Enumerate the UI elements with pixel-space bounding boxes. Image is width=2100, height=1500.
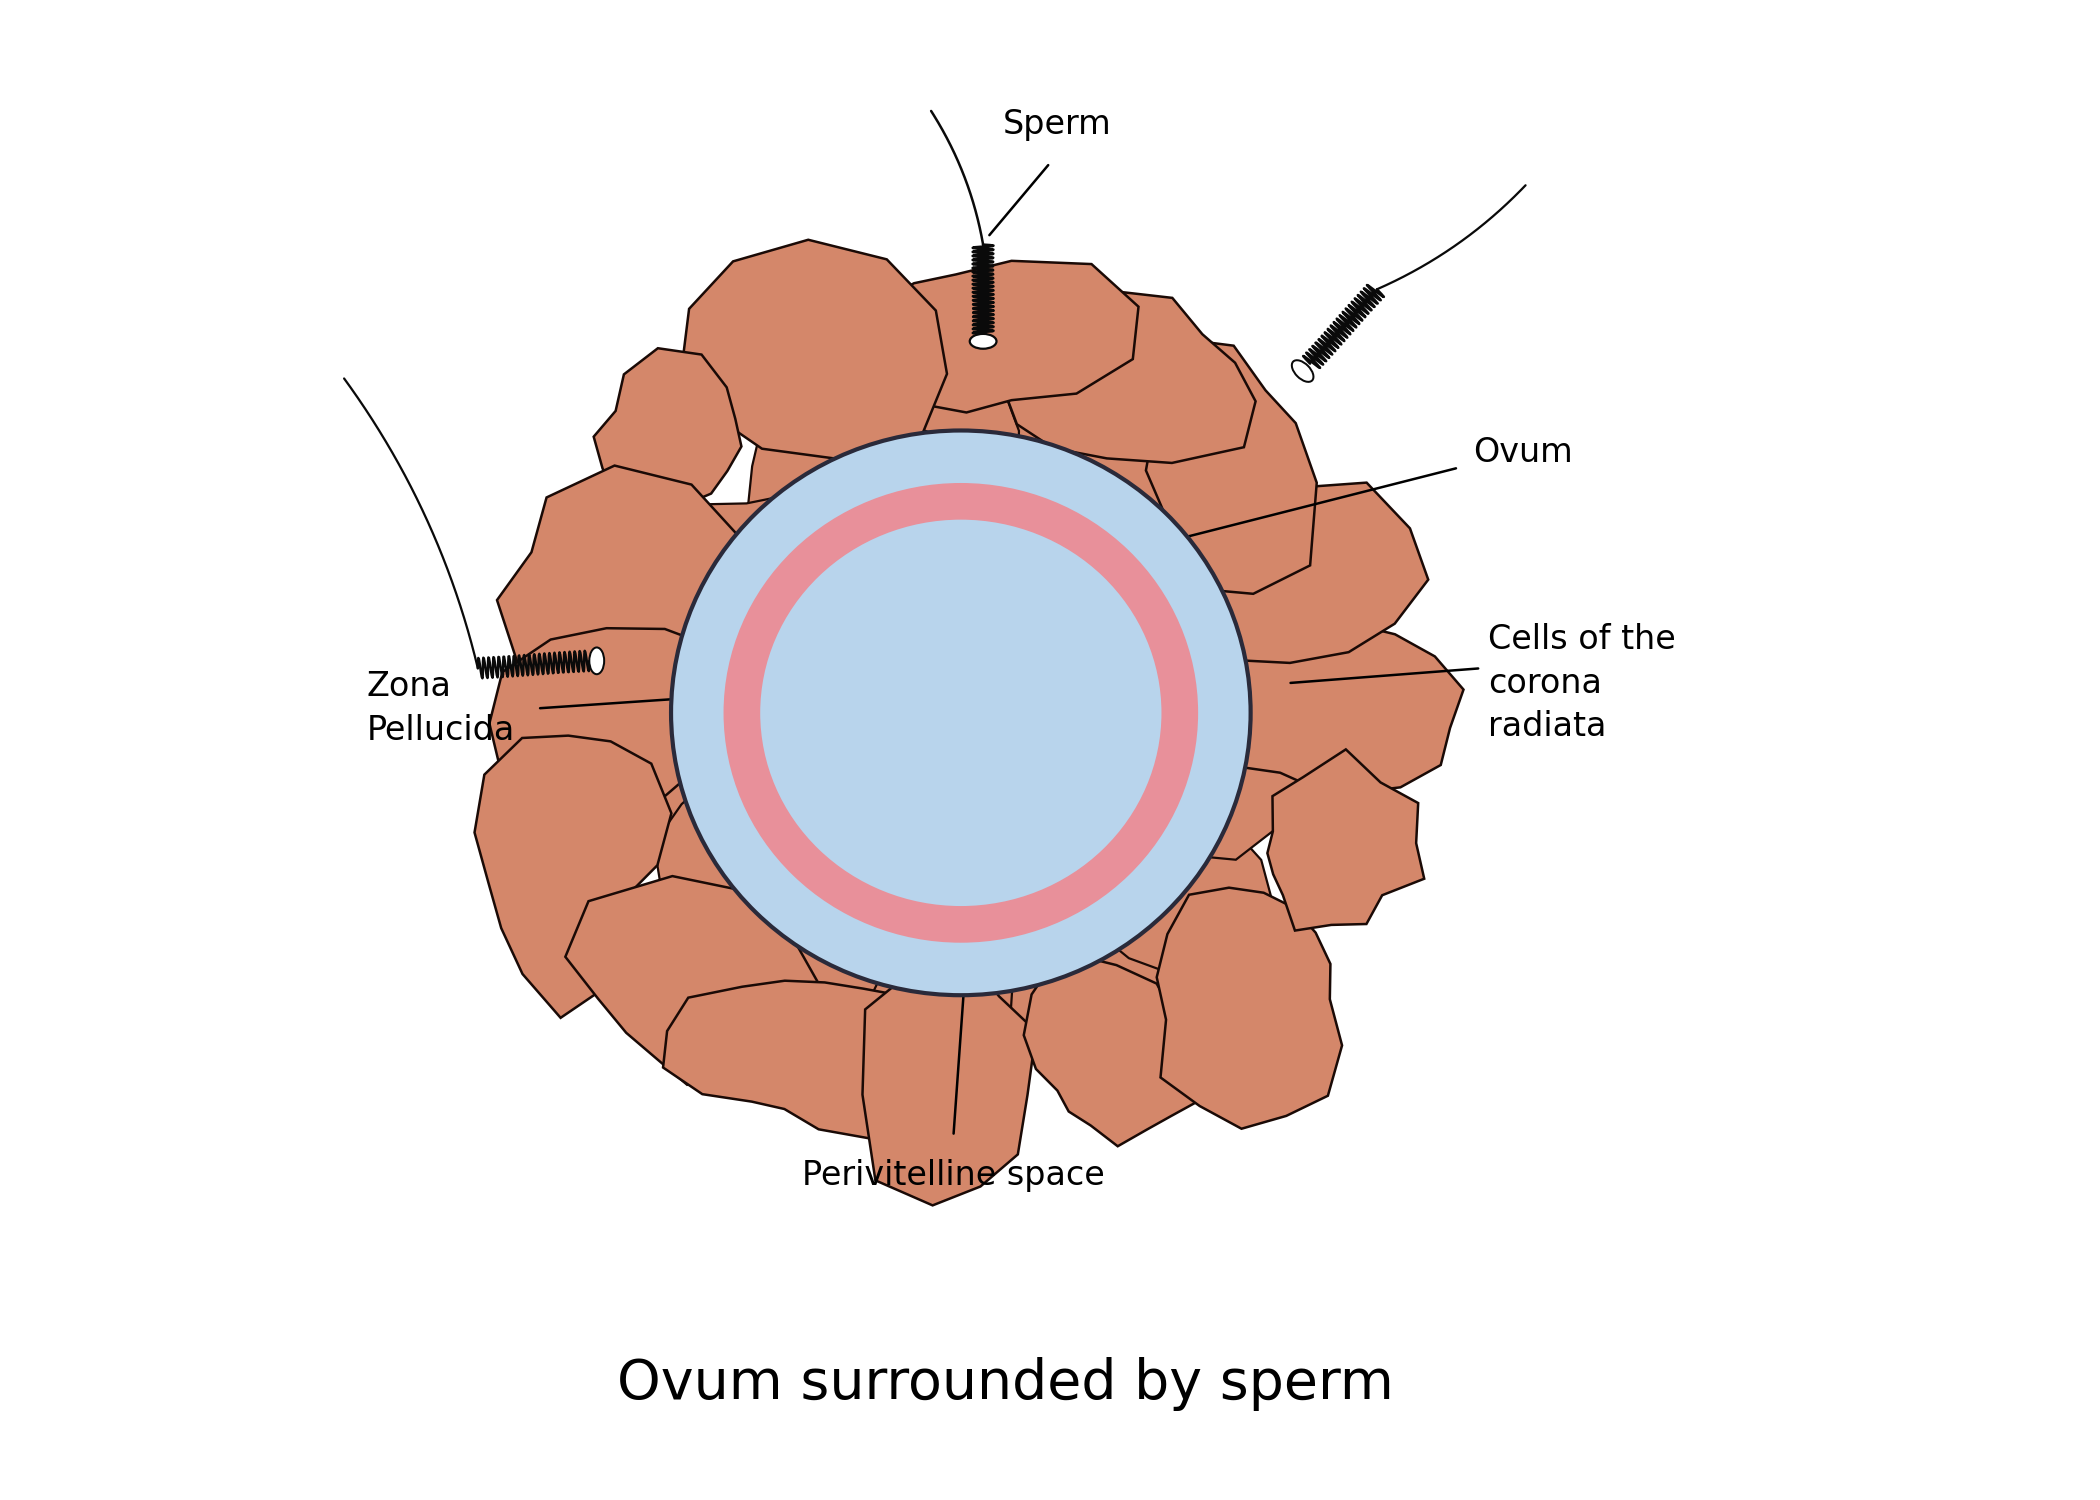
Polygon shape (869, 912, 1063, 1116)
Text: Cells of the
corona
radiata: Cells of the corona radiata (1489, 622, 1676, 742)
Polygon shape (489, 628, 735, 828)
Ellipse shape (731, 490, 1191, 936)
Polygon shape (863, 950, 1035, 1206)
Polygon shape (565, 876, 832, 1084)
Polygon shape (748, 392, 947, 573)
Text: Ovum: Ovum (1474, 436, 1573, 470)
Polygon shape (1140, 698, 1300, 859)
Polygon shape (981, 333, 1201, 555)
Polygon shape (1203, 616, 1464, 792)
Polygon shape (498, 465, 737, 702)
Polygon shape (664, 981, 934, 1138)
Polygon shape (1090, 662, 1212, 813)
Polygon shape (701, 734, 882, 866)
Ellipse shape (672, 430, 1252, 994)
Ellipse shape (970, 334, 998, 350)
Polygon shape (861, 426, 981, 628)
Polygon shape (1010, 928, 1201, 1044)
Polygon shape (1113, 576, 1352, 748)
Text: Zona
Pellucida: Zona Pellucida (365, 670, 514, 747)
Polygon shape (594, 348, 741, 510)
Polygon shape (1172, 483, 1428, 663)
Text: Ovum surrounded by sperm: Ovum surrounded by sperm (617, 1358, 1394, 1411)
Polygon shape (592, 585, 790, 722)
Ellipse shape (590, 648, 605, 674)
Polygon shape (680, 496, 832, 606)
Polygon shape (1147, 339, 1317, 594)
Polygon shape (1067, 813, 1193, 912)
Polygon shape (682, 240, 947, 459)
Polygon shape (712, 638, 827, 748)
Polygon shape (1063, 812, 1273, 975)
Polygon shape (1157, 888, 1342, 1128)
Polygon shape (475, 735, 672, 1019)
Polygon shape (1006, 291, 1256, 464)
Polygon shape (718, 898, 941, 1007)
Ellipse shape (1292, 360, 1312, 382)
Polygon shape (653, 762, 823, 962)
Polygon shape (1092, 570, 1203, 664)
Text: Perivitelline space: Perivitelline space (802, 1158, 1105, 1191)
Ellipse shape (760, 519, 1161, 906)
Polygon shape (830, 261, 1138, 413)
Polygon shape (926, 861, 1065, 958)
Polygon shape (1117, 411, 1302, 646)
Polygon shape (1268, 750, 1424, 930)
Polygon shape (760, 530, 884, 656)
Polygon shape (771, 850, 926, 930)
Polygon shape (1006, 468, 1130, 584)
Polygon shape (1025, 951, 1220, 1146)
Polygon shape (911, 352, 1018, 544)
Text: Sperm: Sperm (1004, 108, 1111, 141)
Polygon shape (649, 680, 775, 840)
